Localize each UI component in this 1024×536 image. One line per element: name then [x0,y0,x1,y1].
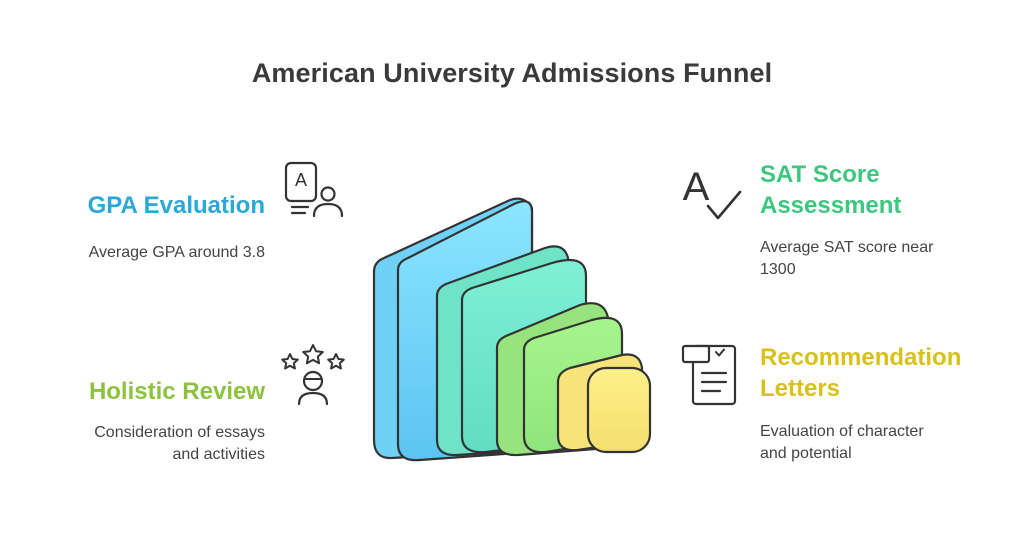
svg-text:A: A [295,170,307,190]
sat-score-heading: SAT Score Assessment [760,161,902,219]
a-checkmark-icon: A [680,160,748,229]
holistic-review-description: Consideration of essays and activities [94,424,265,463]
recommendation-letters-description: Evaluation of character and potential [760,423,924,462]
admissions-funnel-graphic [360,180,660,475]
gpa-evaluation-description: Average GPA around 3.8 [88,244,265,261]
person-stars-icon [280,340,348,413]
sat-score-description: Average SAT score near 1300 [760,239,934,278]
recommendation-letters-heading: Recommendation Letters [760,344,962,402]
grade-report-person-icon: A [283,160,345,227]
gpa-evaluation-heading: GPA Evaluation [87,192,265,219]
svg-text:A: A [683,165,710,209]
holistic-review-heading: Holistic Review [88,378,265,405]
page-title: American University Admissions Funnel [251,58,773,88]
document-checkbox-icon [680,340,744,413]
funnel-stage-recommendation [556,353,652,454]
